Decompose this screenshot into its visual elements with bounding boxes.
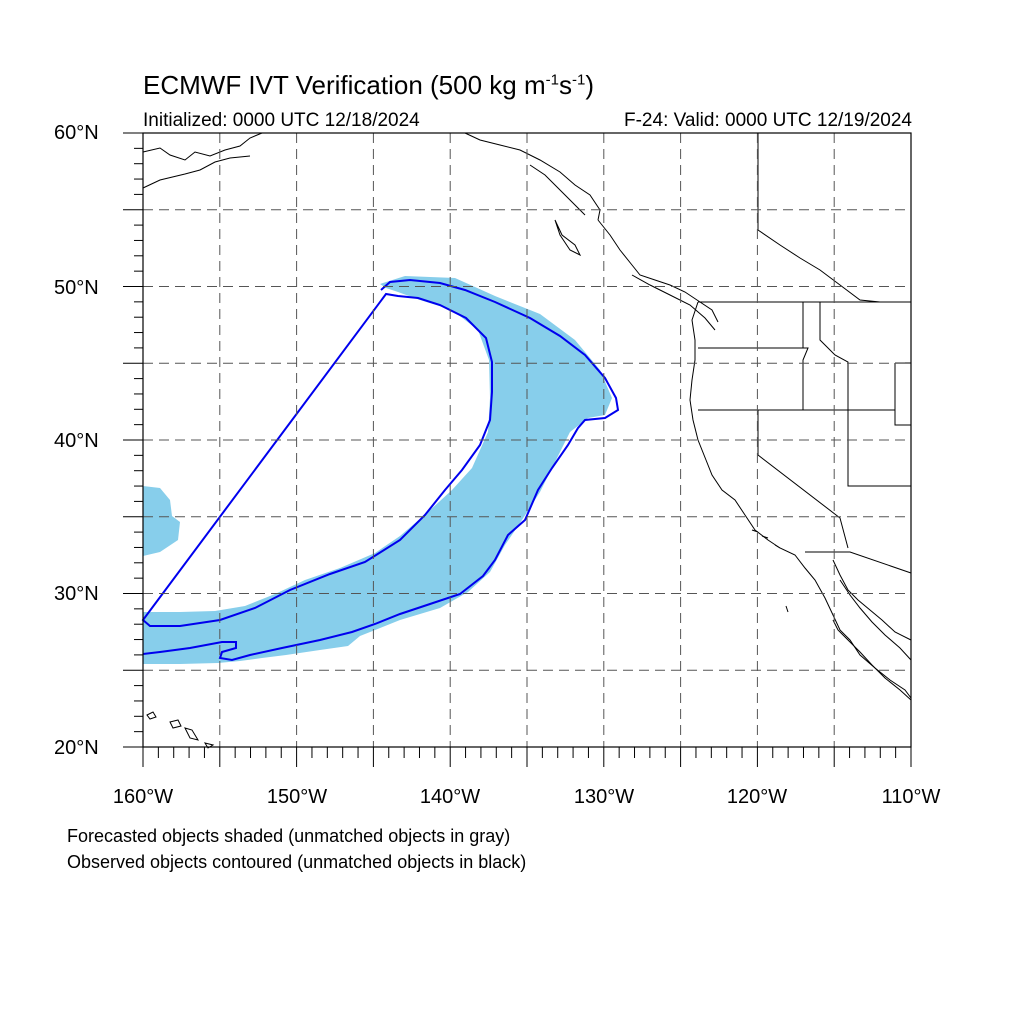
legend-observed-note: Observed objects contoured (unmatched ob… [67,852,527,872]
lon-label-140w: 140°W [419,786,481,808]
lon-label-130w: 130°W [573,786,635,808]
legend-forecast-note: Forecasted objects shaded (unmatched obj… [67,826,511,846]
observed-objects [141,278,620,662]
forecast-objects [143,276,612,664]
lat-label-40: 40°N [54,430,99,452]
lon-label-150w: 150°W [266,786,328,808]
title-text: ECMWF IVT Verification (500 kg m [143,70,546,100]
bc-coast [597,219,719,331]
forecast-object-main [143,276,612,664]
hawaii-islands [146,711,215,749]
baja-coast [832,559,912,661]
title-unit-s: s [558,70,572,100]
lon-label-120w: 120°W [726,786,788,808]
title-exponent-1: -1 [545,71,559,89]
title-close: ) [585,70,594,100]
lat-label-60: 60°N [54,122,99,144]
axis-ticks [123,132,912,767]
map-title: ECMWF IVT Verification (500 kg m-1s-1) [143,70,594,101]
valid-time: F-24: Valid: 0000 UTC 12/19/2024 [624,110,912,131]
lon-label-160w: 160°W [112,786,174,808]
lat-label-20: 20°N [54,737,99,759]
canada-boundary [757,133,881,303]
coastlines [142,132,912,749]
channel-islands [751,529,789,613]
forecast-object-west [143,486,180,556]
graticule [143,133,911,747]
mexico-coast [832,619,912,701]
initialized-time: Initialized: 0000 UTC 12/18/2024 [143,110,420,131]
lat-label-50: 50°N [54,277,99,299]
lat-label-30: 30°N [54,583,99,605]
title-exponent-2: -1 [571,71,586,89]
lon-label-110w: 110°W [881,786,941,808]
alaska-coast [142,132,601,257]
observed-object-main [141,278,620,662]
